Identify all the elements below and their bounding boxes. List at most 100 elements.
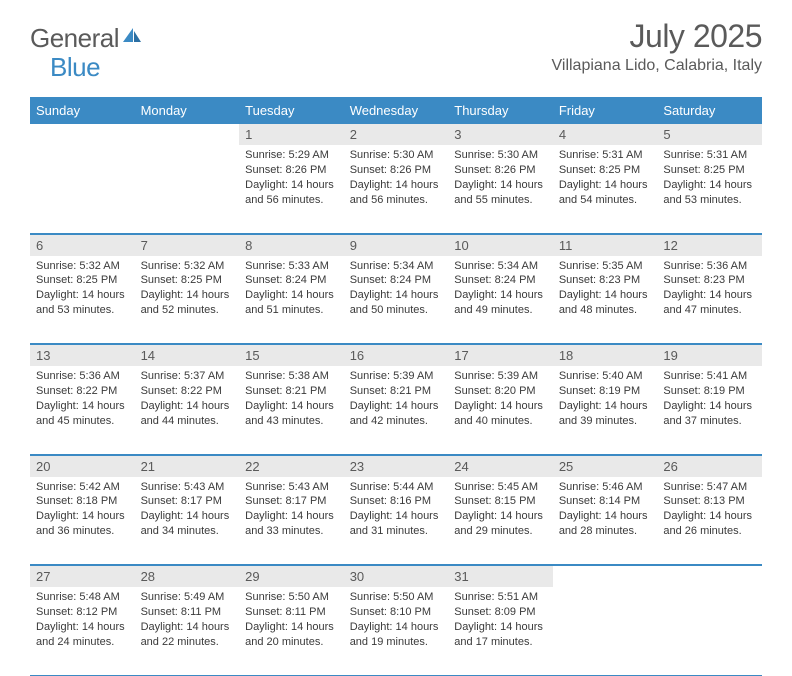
daylight-text: Daylight: 14 hours and 53 minutes. (663, 178, 756, 208)
day-number: 13 (30, 344, 135, 366)
day-content: Sunrise: 5:34 AMSunset: 8:24 PMDaylight:… (344, 256, 449, 324)
daylight-text: Daylight: 14 hours and 44 minutes. (141, 399, 234, 429)
day-number: 3 (448, 123, 553, 145)
calendar-daynum-cell: 1 (239, 123, 344, 145)
daylight-text: Daylight: 14 hours and 45 minutes. (36, 399, 129, 429)
day-number: 6 (30, 234, 135, 256)
sunrise-text: Sunrise: 5:45 AM (454, 480, 547, 495)
day-number: 1 (239, 123, 344, 145)
calendar-day-cell: Sunrise: 5:45 AMSunset: 8:15 PMDaylight:… (448, 477, 553, 565)
sunrise-text: Sunrise: 5:34 AM (454, 259, 547, 274)
sunset-text: Sunset: 8:25 PM (663, 163, 756, 178)
day-content: Sunrise: 5:48 AMSunset: 8:12 PMDaylight:… (30, 587, 135, 655)
day-number-empty (135, 123, 240, 130)
sunset-text: Sunset: 8:19 PM (663, 384, 756, 399)
day-content: Sunrise: 5:51 AMSunset: 8:09 PMDaylight:… (448, 587, 553, 655)
daylight-text: Daylight: 14 hours and 33 minutes. (245, 509, 338, 539)
daylight-text: Daylight: 14 hours and 53 minutes. (36, 288, 129, 318)
calendar-day-cell: Sunrise: 5:50 AMSunset: 8:11 PMDaylight:… (239, 587, 344, 675)
day-content: Sunrise: 5:43 AMSunset: 8:17 PMDaylight:… (239, 477, 344, 545)
sunrise-text: Sunrise: 5:38 AM (245, 369, 338, 384)
calendar-day-cell: Sunrise: 5:43 AMSunset: 8:17 PMDaylight:… (239, 477, 344, 565)
sunset-text: Sunset: 8:21 PM (245, 384, 338, 399)
calendar-day-cell (30, 145, 135, 233)
calendar-daynum-cell: 20 (30, 454, 135, 477)
day-content: Sunrise: 5:30 AMSunset: 8:26 PMDaylight:… (448, 145, 553, 213)
day-content: Sunrise: 5:30 AMSunset: 8:26 PMDaylight:… (344, 145, 449, 213)
sunset-text: Sunset: 8:17 PM (245, 494, 338, 509)
day-number-empty (553, 565, 658, 572)
day-number: 9 (344, 234, 449, 256)
daylight-text: Daylight: 14 hours and 34 minutes. (141, 509, 234, 539)
title-block: July 2025 Villapiana Lido, Calabria, Ita… (552, 18, 763, 75)
daylight-text: Daylight: 14 hours and 56 minutes. (350, 178, 443, 208)
day-content: Sunrise: 5:47 AMSunset: 8:13 PMDaylight:… (657, 477, 762, 545)
sunset-text: Sunset: 8:14 PM (559, 494, 652, 509)
sunrise-text: Sunrise: 5:29 AM (245, 148, 338, 163)
day-content: Sunrise: 5:31 AMSunset: 8:25 PMDaylight:… (553, 145, 658, 213)
calendar-day-cell: Sunrise: 5:31 AMSunset: 8:25 PMDaylight:… (553, 145, 658, 233)
daylight-text: Daylight: 14 hours and 29 minutes. (454, 509, 547, 539)
calendar-daynum-cell: 2 (344, 123, 449, 145)
sunrise-text: Sunrise: 5:48 AM (36, 590, 129, 605)
sunset-text: Sunset: 8:25 PM (141, 273, 234, 288)
day-content: Sunrise: 5:41 AMSunset: 8:19 PMDaylight:… (657, 366, 762, 434)
day-content: Sunrise: 5:32 AMSunset: 8:25 PMDaylight:… (135, 256, 240, 324)
daylight-text: Daylight: 14 hours and 56 minutes. (245, 178, 338, 208)
calendar-day-cell: Sunrise: 5:36 AMSunset: 8:23 PMDaylight:… (657, 256, 762, 344)
calendar-day-cell (553, 587, 658, 675)
calendar-daynum-cell: 10 (448, 233, 553, 256)
daylight-text: Daylight: 14 hours and 17 minutes. (454, 620, 547, 650)
dayheader-monday: Monday (135, 98, 240, 124)
day-number: 25 (553, 455, 658, 477)
day-content: Sunrise: 5:49 AMSunset: 8:11 PMDaylight:… (135, 587, 240, 655)
sunrise-text: Sunrise: 5:36 AM (36, 369, 129, 384)
daylight-text: Daylight: 14 hours and 40 minutes. (454, 399, 547, 429)
sunrise-text: Sunrise: 5:47 AM (663, 480, 756, 495)
day-number: 17 (448, 344, 553, 366)
calendar-daynum-cell: 28 (135, 565, 240, 588)
calendar-daynum-row: 2728293031 (30, 565, 762, 588)
sunrise-text: Sunrise: 5:39 AM (350, 369, 443, 384)
day-content: Sunrise: 5:33 AMSunset: 8:24 PMDaylight:… (239, 256, 344, 324)
sunrise-text: Sunrise: 5:43 AM (141, 480, 234, 495)
calendar-day-cell: Sunrise: 5:29 AMSunset: 8:26 PMDaylight:… (239, 145, 344, 233)
calendar-daynum-cell: 6 (30, 233, 135, 256)
day-number: 12 (657, 234, 762, 256)
sunrise-text: Sunrise: 5:51 AM (454, 590, 547, 605)
day-number: 21 (135, 455, 240, 477)
calendar-day-cell (657, 587, 762, 675)
calendar-content-row: Sunrise: 5:29 AM Sunset: 8:26 PM Daylight:… (30, 145, 762, 233)
calendar-day-cell: Sunrise: 5:43 AMSunset: 8:17 PMDaylight:… (135, 477, 240, 565)
daylight-text: Daylight: 14 hours and 48 minutes. (559, 288, 652, 318)
daylight-text: Daylight: 14 hours and 50 minutes. (350, 288, 443, 318)
sunset-text: Sunset: 8:26 PM (454, 163, 547, 178)
day-content: Sunrise: 5:34 AMSunset: 8:24 PMDaylight:… (448, 256, 553, 324)
sunrise-text: Sunrise: 5:34 AM (350, 259, 443, 274)
day-number: 7 (135, 234, 240, 256)
day-number: 16 (344, 344, 449, 366)
calendar-day-cell: Sunrise: 5:30 AMSunset: 8:26 PMDaylight:… (344, 145, 449, 233)
calendar-daynum-cell: 31 (448, 565, 553, 588)
dayheader-tuesday: Tuesday (239, 98, 344, 124)
day-number: 2 (344, 123, 449, 145)
day-number: 15 (239, 344, 344, 366)
day-number: 10 (448, 234, 553, 256)
sunset-text: Sunset: 8:15 PM (454, 494, 547, 509)
sunset-text: Sunset: 8:22 PM (141, 384, 234, 399)
sunrise-text: Sunrise: 5:50 AM (350, 590, 443, 605)
dayheader-friday: Friday (553, 98, 658, 124)
sunset-text: Sunset: 8:13 PM (663, 494, 756, 509)
day-content: Sunrise: 5:39 AMSunset: 8:20 PMDaylight:… (448, 366, 553, 434)
daylight-text: Daylight: 14 hours and 43 minutes. (245, 399, 338, 429)
day-content: Sunrise: 5:43 AMSunset: 8:17 PMDaylight:… (135, 477, 240, 545)
sunset-text: Sunset: 8:24 PM (245, 273, 338, 288)
sunset-text: Sunset: 8:17 PM (141, 494, 234, 509)
calendar-day-cell: Sunrise: 5:36 AMSunset: 8:22 PMDaylight:… (30, 366, 135, 454)
sunrise-text: Sunrise: 5:42 AM (36, 480, 129, 495)
sunset-text: Sunset: 8:10 PM (350, 605, 443, 620)
sunrise-text: Sunrise: 5:31 AM (663, 148, 756, 163)
calendar-body: 12345Sunrise: 5:29 AMSunset: 8:26 PMDayl… (30, 123, 762, 675)
logo-sail-icon (121, 26, 143, 51)
sunrise-text: Sunrise: 5:37 AM (141, 369, 234, 384)
